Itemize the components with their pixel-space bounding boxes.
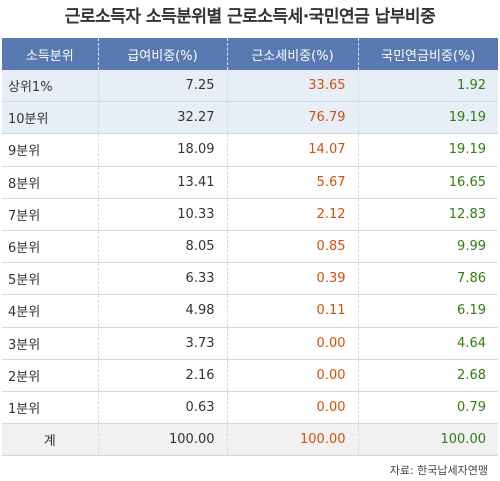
pension-share-cell: 9.99	[358, 230, 498, 264]
pension-share-cell: 12.83	[358, 198, 498, 231]
tax-share-cell: 0.11	[227, 294, 359, 328]
pension-share-cell: 7.86	[358, 262, 498, 296]
wage-share-cell: 3.73	[98, 327, 228, 360]
table-body: 상위1% 7.25 33.65 1.92 10분위 32.27 76.79 19.19 9분위 1…	[2, 70, 498, 457]
table-row: 7분위 10.33 2.12 12.83	[2, 198, 498, 231]
table-row: 2분위 2.16 0.00 2.68	[2, 359, 498, 392]
wage-share-cell: 7.25	[98, 70, 228, 103]
pension-share-cell: 100.00	[358, 423, 498, 457]
tax-share-cell: 33.65	[227, 70, 359, 103]
table-row: 1분위 0.63 0.00 0.79	[2, 391, 498, 425]
quintile-cell: 8분위	[2, 166, 99, 199]
wage-share-cell: 10.33	[98, 198, 228, 231]
quintile-cell: 1분위	[2, 391, 99, 425]
table-row: 4분위 4.98 0.11 6.19	[2, 294, 498, 328]
quintile-cell: 계	[2, 423, 99, 457]
wage-share-cell: 4.98	[98, 294, 228, 328]
wage-share-cell: 2.16	[98, 359, 228, 392]
table-row: 3분위 3.73 0.00 4.64	[2, 327, 498, 360]
column-header-wage-share: 급여비중(%)	[98, 38, 228, 70]
table-row: 상위1% 7.25 33.65 1.92	[2, 70, 498, 103]
quintile-cell: 6분위	[2, 230, 99, 264]
table-header-row: 소득분위 급여비중(%) 근소세비중(%) 국민연금비중(%)	[2, 38, 498, 70]
tax-share-cell: 2.12	[227, 198, 359, 231]
source-note: 자료: 한국납세자연맹	[389, 464, 488, 477]
wage-share-cell: 8.05	[98, 230, 228, 264]
tax-share-cell: 0.00	[227, 359, 359, 392]
quintile-cell: 상위1%	[2, 70, 99, 103]
table-row: 5분위 6.33 0.39 7.86	[2, 262, 498, 296]
quintile-cell: 4분위	[2, 294, 99, 328]
tax-share-cell: 0.39	[227, 262, 359, 296]
tax-share-cell: 5.67	[227, 166, 359, 199]
wage-share-cell: 18.09	[98, 133, 228, 167]
tax-share-cell: 14.07	[227, 133, 359, 167]
pension-share-cell: 4.64	[358, 327, 498, 360]
table-row: 9분위 18.09 14.07 19.19	[2, 133, 498, 167]
pension-share-cell: 0.79	[358, 391, 498, 425]
quintile-cell: 9분위	[2, 133, 99, 167]
column-header-quintile: 소득분위	[2, 38, 99, 70]
table-row: 6분위 8.05 0.85 9.99	[2, 230, 498, 264]
pension-share-cell: 19.19	[358, 101, 498, 135]
table-total-row: 계 100.00 100.00 100.00	[2, 423, 498, 457]
tax-share-cell: 0.00	[227, 327, 359, 360]
chart-title: 근로소득자 소득분위별 근로소득세·국민연금 납부비중	[64, 7, 436, 27]
wage-share-cell: 13.41	[98, 166, 228, 199]
table-row: 10분위 32.27 76.79 19.19	[2, 101, 498, 135]
quintile-cell: 3분위	[2, 327, 99, 360]
tax-share-cell: 76.79	[227, 101, 359, 135]
pension-share-cell: 19.19	[358, 133, 498, 167]
pension-share-cell: 16.65	[358, 166, 498, 199]
column-header-pension-share: 국민연금비중(%)	[358, 38, 498, 70]
wage-share-cell: 32.27	[98, 101, 228, 135]
pension-share-cell: 1.92	[358, 70, 498, 103]
tax-share-cell: 0.85	[227, 230, 359, 264]
wage-share-cell: 100.00	[98, 423, 228, 457]
wage-share-cell: 0.63	[98, 391, 228, 425]
quintile-cell: 2분위	[2, 359, 99, 392]
tax-share-cell: 0.00	[227, 391, 359, 425]
column-header-tax-share: 근소세비중(%)	[227, 38, 359, 70]
data-table-container: 소득분위 급여비중(%) 근소세비중(%) 국민연금비중(%) 상위1% 7.25…	[2, 38, 498, 457]
quintile-cell: 7분위	[2, 198, 99, 231]
quintile-cell: 10분위	[2, 101, 99, 135]
tax-share-cell: 100.00	[227, 423, 359, 457]
table-row: 8분위 13.41 5.67 16.65	[2, 166, 498, 199]
pension-share-cell: 6.19	[358, 294, 498, 328]
pension-share-cell: 2.68	[358, 359, 498, 392]
data-table: 소득분위 급여비중(%) 근소세비중(%) 국민연금비중(%) 상위1% 7.25…	[2, 38, 498, 457]
wage-share-cell: 6.33	[98, 262, 228, 296]
quintile-cell: 5분위	[2, 262, 99, 296]
